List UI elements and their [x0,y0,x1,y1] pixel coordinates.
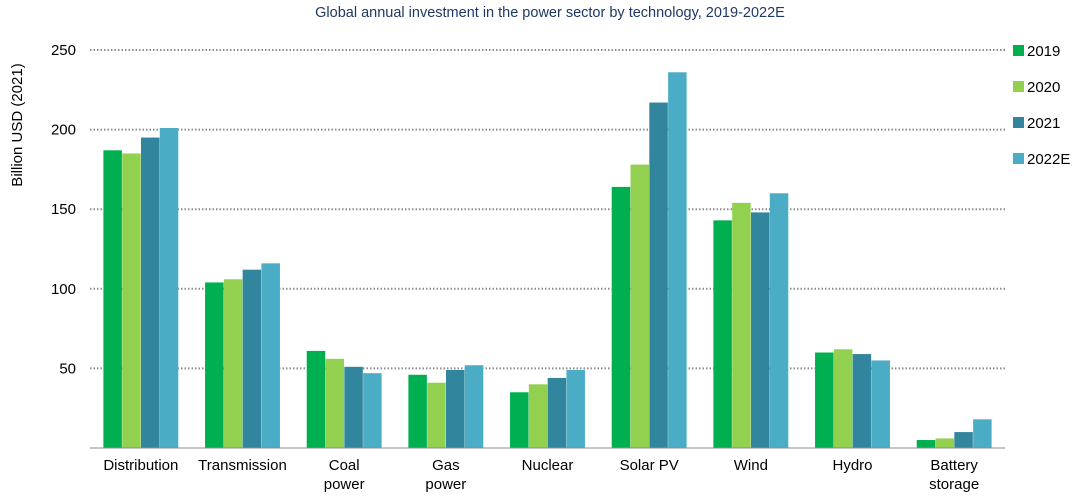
bar-2020-battery-storage [935,438,955,448]
x-category-label: Gas [432,457,460,474]
bar-2019-battery-storage [916,440,936,448]
bar-2022e-solar-pv [668,72,687,449]
x-category-label: Transmission [198,457,287,474]
bar-2021-solar-pv [649,102,668,448]
x-category-label: Hydro [832,457,872,474]
bar-2021-distribution [140,137,160,448]
bar-2019-nuclear [510,392,529,448]
bar-2020-nuclear [528,384,548,448]
bars [103,72,992,449]
bar-2020-distribution [122,153,141,449]
x-category-label: Solar PV [620,457,679,474]
legend-swatch [1013,45,1024,56]
bar-2021-coal-power [344,366,363,448]
x-category-label: power [425,476,466,493]
y-axis-ticks: 50 100 150 200 250 [51,42,76,377]
bar-2022e-distribution [159,128,179,448]
bar-2019-coal-power [306,350,326,448]
y-tick-label: 200 [51,122,76,139]
chart-title: Global annual investment in the power se… [315,5,785,21]
legend-swatch [1013,117,1024,128]
bar-2022e-gas-power [464,365,484,448]
bar-2019-hydro [815,352,834,448]
bar-2021-transmission [242,269,262,448]
x-category-label: storage [929,476,979,493]
bar-2022e-transmission [261,263,280,448]
legend-label: 2021 [1027,115,1060,132]
y-tick-label: 250 [51,42,76,59]
bar-2020-gas-power [427,382,446,448]
bar-2022e-coal-power [363,373,382,448]
bar-2022e-hydro [871,360,890,448]
x-axis-categories: Distribution Transmission Coal power Gas powe… [103,457,979,493]
y-tick-label: 100 [51,281,76,298]
y-axis-label: Billion USD (2021) [9,63,26,186]
bar-2019-solar-pv [611,186,631,449]
bar-2020-transmission [223,279,243,448]
legend-label: 2020 [1027,79,1060,96]
bar-2021-gas-power [445,369,465,448]
bar-2022e-nuclear [566,369,585,448]
x-category-label: Nuclear [522,457,574,474]
x-category-label: Distribution [103,457,178,474]
bar-2019-gas-power [408,374,427,448]
legend-label: 2022E [1027,151,1070,168]
legend-swatch [1013,81,1024,92]
x-category-label: Battery [930,457,978,474]
bar-2021-nuclear [547,377,567,448]
x-category-label: Wind [734,457,768,474]
x-category-label: Coal [329,457,360,474]
bar-2020-solar-pv [630,164,650,448]
legend: 2019 2020 2021 2022E [1013,43,1070,168]
x-category-label: power [324,476,365,493]
bar-2019-transmission [205,282,224,448]
legend-swatch [1013,153,1024,164]
bar-2022e-battery-storage [973,419,992,448]
bar-2019-distribution [103,150,122,448]
bar-2020-wind [732,202,751,448]
y-tick-label: 150 [51,201,76,218]
bar-2020-hydro [833,349,853,448]
bar-2022e-wind [769,193,789,448]
y-tick-label: 50 [59,360,76,377]
bar-2021-wind [750,212,770,448]
bar-2020-coal-power [325,358,345,448]
bar-2019-wind [713,220,732,448]
bar-2021-hydro [852,354,872,448]
bar-2021-battery-storage [954,432,973,448]
legend-label: 2019 [1027,43,1060,60]
